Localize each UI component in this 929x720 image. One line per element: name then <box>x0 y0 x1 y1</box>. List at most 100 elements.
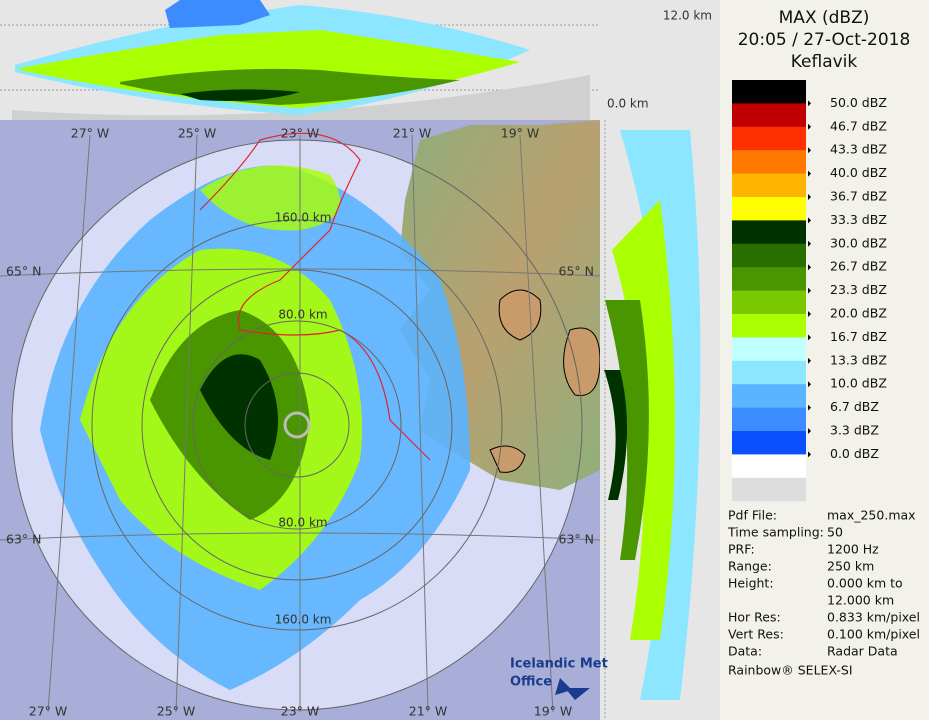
radar-panels: 12.0 km 0.0 km 27° W 25° W 23° W 21° W 19° W… <box>0 0 720 720</box>
info-label: Height: <box>728 576 774 591</box>
range-label: 160.0 km <box>275 211 332 225</box>
info-value: 1200 Hz <box>827 542 879 557</box>
lon-label: 27° W <box>29 704 68 719</box>
legend-label: 6.7 dBZ <box>830 399 879 414</box>
legend-swatch <box>732 360 806 385</box>
legend-panel: MAX (dBZ) 20:05 / 27-Oct-2018 Keflavik 5… <box>720 0 929 720</box>
legend-tick <box>808 123 811 130</box>
range-label: 80.0 km <box>278 308 327 322</box>
info-value: 0.833 km/pixel <box>827 610 920 625</box>
legend-label: 30.0 dBZ <box>830 235 887 250</box>
legend-tick <box>808 334 811 341</box>
info-value: 12.000 km <box>827 593 894 608</box>
info-label: Pdf File: <box>728 508 777 523</box>
echo <box>604 370 628 500</box>
legend-tick <box>808 404 811 411</box>
legend-swatch <box>732 220 806 245</box>
legend-swatch <box>732 431 806 455</box>
info-label: PRF: <box>728 542 755 557</box>
footer: Rainbow® SELEX-SI <box>728 663 853 678</box>
legend-tick <box>808 287 811 294</box>
legend-tick <box>808 428 811 434</box>
legend-label: 26.7 dBZ <box>830 259 887 274</box>
range-label: 80.0 km <box>278 516 327 530</box>
legend-tick <box>808 264 811 271</box>
logo: Icelandic Met Office <box>510 657 608 700</box>
legend-swatch <box>732 197 806 221</box>
echo <box>200 165 340 231</box>
info-value: 0.000 km to <box>827 576 903 591</box>
height-label: 12.0 km <box>663 9 712 23</box>
glacier <box>489 445 526 473</box>
legend-label: 10.0 dBZ <box>830 376 887 391</box>
site: Keflavik <box>791 52 858 72</box>
legend-label: 16.7 dBZ <box>830 329 887 344</box>
legend-tick <box>808 147 811 154</box>
legend-nodata <box>732 477 806 502</box>
info-label: Hor Res: <box>728 610 781 625</box>
legend-tick <box>808 217 811 224</box>
info-value: 50 <box>827 525 843 540</box>
legend-swatch <box>732 80 806 104</box>
echo <box>200 354 278 460</box>
lon-label: 21° W <box>393 126 432 141</box>
legend-swatch <box>732 454 806 479</box>
legend-swatch <box>732 337 806 362</box>
legend-tick <box>808 451 811 458</box>
glacier <box>563 327 600 397</box>
map <box>0 120 600 720</box>
range-rings <box>11 139 583 711</box>
map-labels: 27° W 25° W 23° W 21° W 19° W 27° W 25° W 23° W… <box>6 126 594 719</box>
legend-swatch <box>732 314 806 338</box>
legend-swatch <box>732 173 806 198</box>
section-floor <box>12 75 590 120</box>
legend-tick <box>808 100 811 107</box>
time: 20:05 / 27-Oct-2018 <box>738 30 911 50</box>
info-value: 0.100 km/pixel <box>827 627 920 642</box>
lon-label: 23° W <box>281 126 320 141</box>
lon-label: 25° W <box>157 704 196 719</box>
legend-label: 23.3 dBZ <box>830 282 887 297</box>
legend-tick <box>808 357 811 364</box>
lon-label: 23° W <box>281 704 320 719</box>
legend-tick <box>808 311 811 317</box>
color-legend: 50.0 dBZ 46.7 dBZ 43.3 dBZ 40.0 dBZ 36.7 dBZ… <box>732 80 887 502</box>
range-label: 160.0 km <box>275 613 332 627</box>
glacier <box>498 289 542 341</box>
coastline <box>199 132 431 461</box>
height-label: 0.0 km <box>607 97 649 111</box>
legend-label: 3.3 dBZ <box>830 423 879 438</box>
echo <box>620 130 701 700</box>
legend-swatch <box>732 267 806 292</box>
legend-label: 40.0 dBZ <box>830 165 887 180</box>
info-label: Vert Res: <box>728 627 784 642</box>
legend-tick <box>808 194 811 200</box>
legend-swatch <box>732 103 806 128</box>
lon-label: 21° W <box>409 704 448 719</box>
echo <box>165 0 270 28</box>
lat-label: 63° N <box>559 532 594 547</box>
info-label: Time sampling: <box>727 525 824 540</box>
legend-swatch <box>732 243 806 268</box>
legend-label: 0.0 dBZ <box>830 446 879 461</box>
info-value: Radar Data <box>827 644 898 659</box>
legend-swatch <box>732 290 806 315</box>
lon-label: 19° W <box>534 704 573 719</box>
legend-label: 46.7 dBZ <box>830 118 887 133</box>
legend-swatch <box>732 407 806 432</box>
lat-label: 63° N <box>6 532 41 547</box>
legend-swatch <box>732 150 806 175</box>
info-label: Data: <box>728 644 762 659</box>
echo <box>180 89 300 101</box>
legend-label: 36.7 dBZ <box>830 189 887 204</box>
legend-tick <box>808 381 811 388</box>
info-value: max_250.max <box>827 508 916 523</box>
legend-label: 43.3 dBZ <box>830 142 887 157</box>
legend-swatch <box>732 384 806 409</box>
lat-label: 65° N <box>559 264 594 279</box>
lon-label: 27° W <box>71 126 110 141</box>
lon-label: 25° W <box>178 126 217 141</box>
title: MAX (dBZ) <box>779 8 870 28</box>
